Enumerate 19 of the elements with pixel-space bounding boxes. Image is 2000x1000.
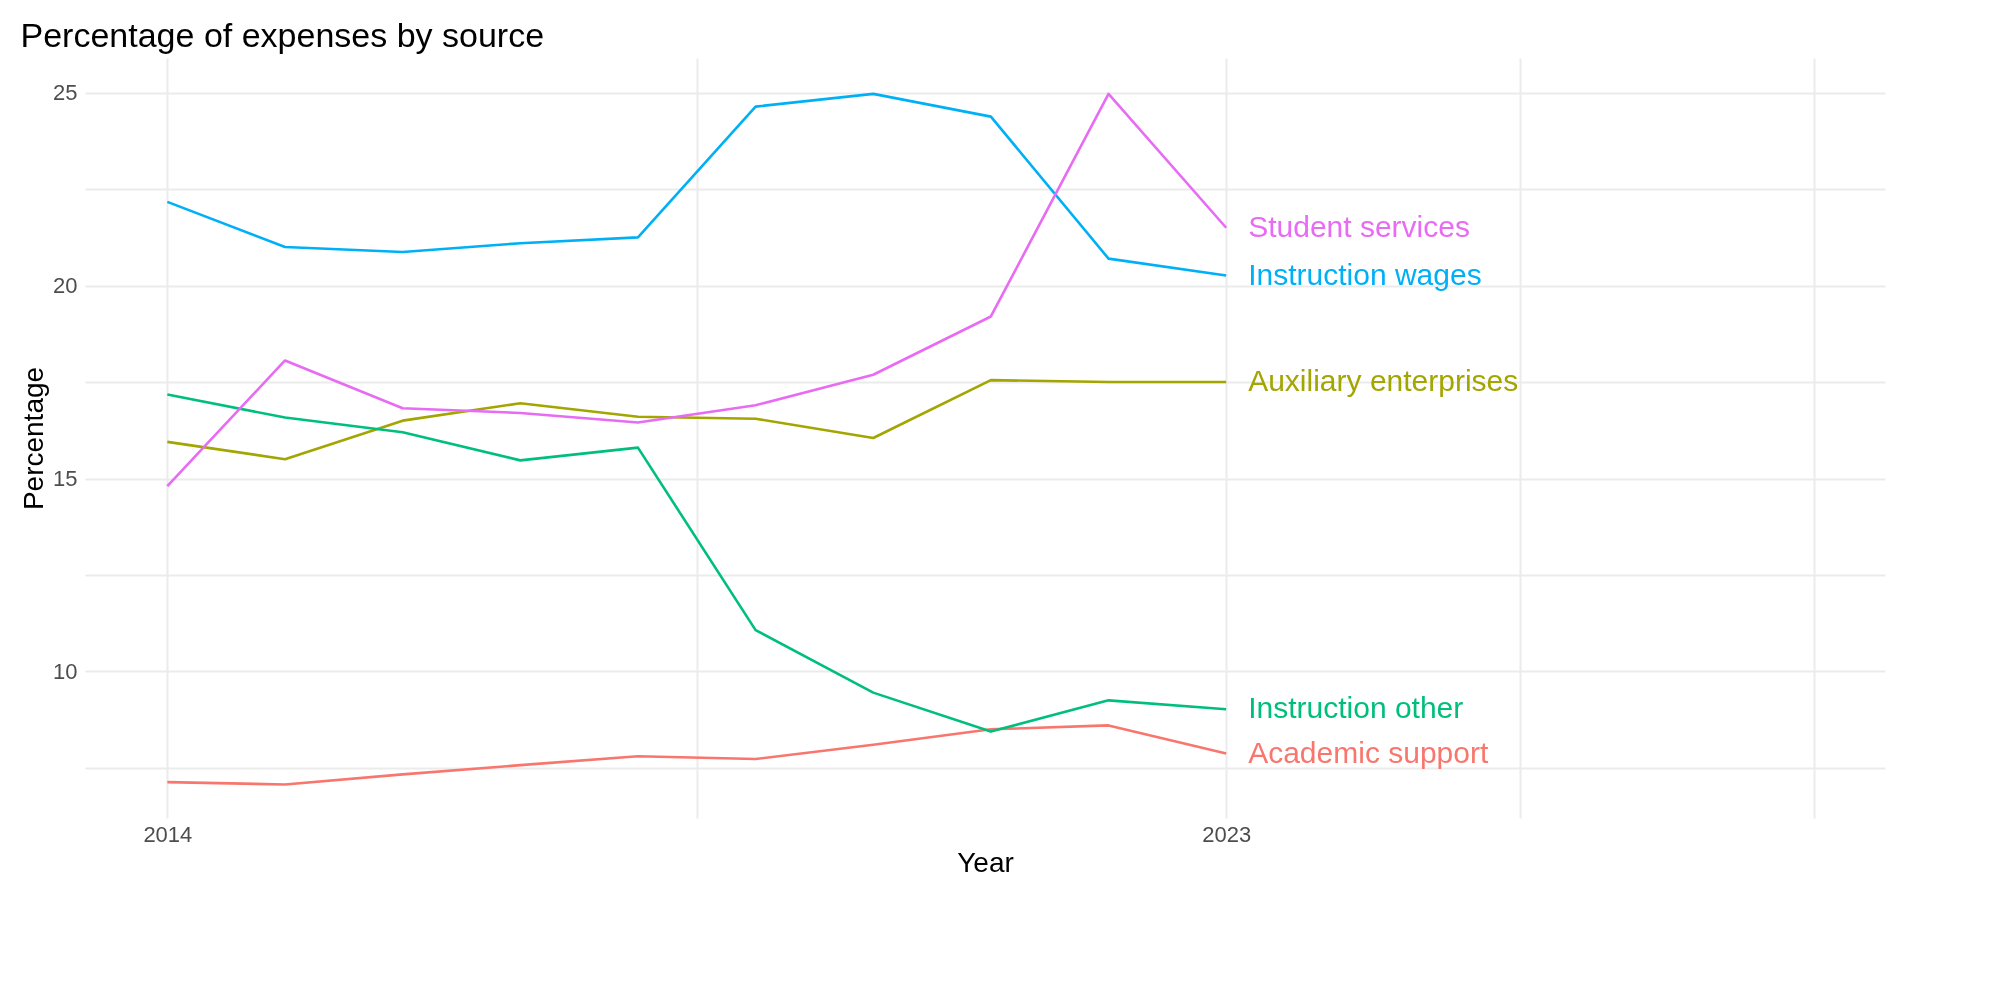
x-tick-label: 2014 — [143, 821, 193, 847]
y-tick-label: 20 — [53, 273, 78, 299]
chart-title: Percentage of expenses by source — [20, 16, 545, 54]
series-label: Auxiliary enterprises — [1248, 364, 1519, 398]
series-label: Academic support — [1248, 735, 1489, 769]
line-series — [166, 92, 1228, 488]
y-tick-label: 25 — [53, 80, 78, 106]
series-label: Student services — [1248, 209, 1470, 243]
series-label: Instruction other — [1248, 691, 1464, 725]
y-tick-label: 10 — [53, 658, 78, 684]
y-axis-title: Percentage — [18, 366, 50, 511]
series-label: Instruction wages — [1248, 257, 1482, 291]
line-series — [166, 378, 1228, 461]
line-series — [166, 724, 1228, 786]
line-series — [166, 393, 1228, 733]
y-tick-label: 15 — [53, 466, 78, 492]
x-axis-title: Year — [957, 846, 1014, 878]
line-series — [166, 92, 1228, 277]
x-tick-label: 2023 — [1202, 821, 1252, 847]
